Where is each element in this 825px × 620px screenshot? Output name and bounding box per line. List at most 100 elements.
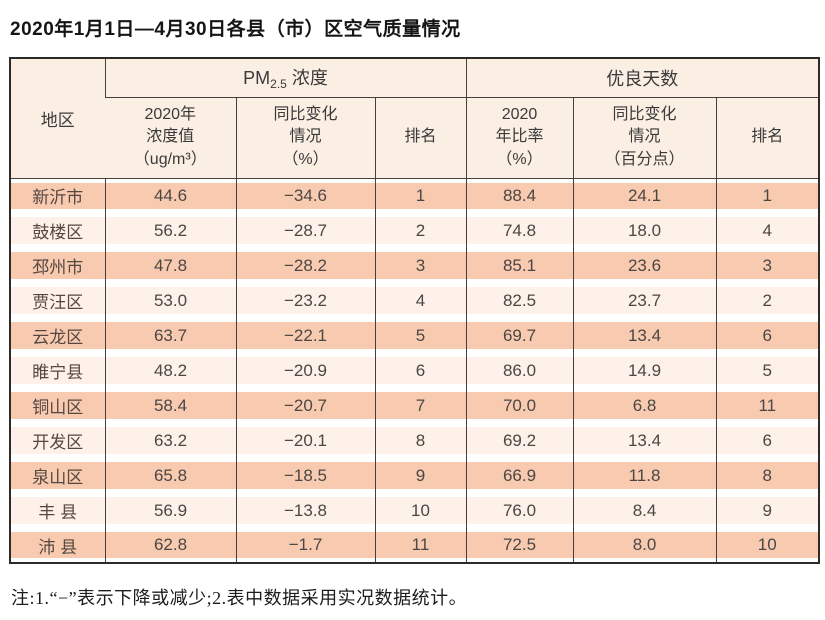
days-rank-cell: 3 [715, 248, 820, 283]
region-cell: 睢宁县 [10, 353, 105, 388]
table-row: 铜山区 58.4 −20.7 7 70.0 6.8 11 [10, 388, 820, 423]
pm-value-cell: 44.6 [104, 178, 236, 213]
pm-change-cell: −34.6 [235, 178, 375, 213]
days-rank-cell: 10 [715, 528, 820, 563]
days-ratio-cell: 86.0 [465, 353, 574, 388]
pm-value-cell: 58.4 [104, 388, 236, 423]
region-cell: 开发区 [10, 423, 105, 458]
days-change-cell: 23.7 [572, 283, 717, 318]
pm-change-cell: −28.7 [235, 213, 375, 248]
days-ratio-cell: 76.0 [465, 493, 574, 528]
pm-value-cell: 48.2 [104, 353, 236, 388]
pm-rank-cell: 3 [374, 248, 467, 283]
days-rank-cell: 2 [715, 283, 820, 318]
table-row: 云龙区 63.7 −22.1 5 69.7 13.4 6 [10, 318, 820, 353]
days-change-cell: 6.8 [572, 388, 717, 423]
footnote: 注:1.“−”表示下降或减少;2.表中数据采用实况数据统计。 [11, 588, 468, 608]
pm-rank-cell: 2 [374, 213, 467, 248]
region-cell: 丰 县 [10, 493, 105, 528]
region-cell: 铜山区 [10, 388, 105, 423]
pm-rank-cell: 4 [374, 283, 467, 318]
col-header-days-rank: 排名 [715, 97, 820, 179]
col-header-days-change: 同比变化 情况 （百分点） [572, 97, 717, 179]
pm-rank-cell: 7 [374, 388, 467, 423]
pm-value-cell: 62.8 [104, 528, 236, 563]
pm-value-cell: 63.7 [104, 318, 236, 353]
pm-rank-cell: 5 [374, 318, 467, 353]
table-row: 丰 县 56.9 −13.8 10 76.0 8.4 9 [10, 493, 820, 528]
group-header-pm25: PM2.5 浓度 [104, 58, 467, 98]
table-row: 沛 县 62.8 −1.7 11 72.5 8.0 10 [10, 528, 820, 563]
group-header-good-days: 优良天数 [465, 58, 820, 98]
region-cell: 泉山区 [10, 458, 105, 493]
pm-rank-cell: 1 [374, 178, 467, 213]
days-rank-cell: 5 [715, 353, 820, 388]
days-rank-cell: 9 [715, 493, 820, 528]
days-change-cell: 13.4 [572, 423, 717, 458]
table-row: 新沂市 44.6 −34.6 1 88.4 24.1 1 [10, 178, 820, 213]
table-row: 睢宁县 48.2 −20.9 6 86.0 14.9 5 [10, 353, 820, 388]
days-change-cell: 11.8 [572, 458, 717, 493]
days-change-cell: 14.9 [572, 353, 717, 388]
days-rank-cell: 8 [715, 458, 820, 493]
days-rank-cell: 6 [715, 423, 820, 458]
page-title: 2020年1月1日—4月30日各县（市）区空气质量情况 [10, 19, 461, 40]
table-row: 贾汪区 53.0 −23.2 4 82.5 23.7 2 [10, 283, 820, 318]
days-rank-cell: 6 [715, 318, 820, 353]
days-change-cell: 13.4 [572, 318, 717, 353]
pm-change-cell: −20.1 [235, 423, 375, 458]
region-cell: 贾汪区 [10, 283, 105, 318]
group-header-row: 地区 PM2.5 浓度 优良天数 [10, 58, 820, 179]
days-ratio-cell: 74.8 [465, 213, 574, 248]
pm-rank-cell: 11 [374, 528, 467, 563]
days-change-cell: 18.0 [572, 213, 717, 248]
pm-change-cell: −28.2 [235, 248, 375, 283]
col-header-days-ratio: 2020 年比率 （%） [465, 97, 574, 179]
days-change-cell: 23.6 [572, 248, 717, 283]
col-header-region: 地区 [10, 58, 105, 179]
days-rank-cell: 4 [715, 213, 820, 248]
pm-change-cell: −23.2 [235, 283, 375, 318]
days-ratio-cell: 82.5 [465, 283, 574, 318]
days-ratio-cell: 85.1 [465, 248, 574, 283]
table-body: 新沂市 44.6 −34.6 1 88.4 24.1 1 鼓楼区 56.2 −2… [10, 178, 820, 563]
pm-value-cell: 53.0 [104, 283, 236, 318]
pm25-label-prefix: PM [243, 68, 271, 89]
days-ratio-cell: 69.2 [465, 423, 574, 458]
pm-change-cell: −18.5 [235, 458, 375, 493]
pm-rank-cell: 10 [374, 493, 467, 528]
table-header: 地区 PM2.5 浓度 优良天数 2020年 浓度值 （ug/m³） 同比变化 … [10, 58, 820, 179]
days-ratio-cell: 69.7 [465, 318, 574, 353]
region-cell: 邳州市 [10, 248, 105, 283]
days-ratio-cell: 88.4 [465, 178, 574, 213]
days-change-cell: 8.4 [572, 493, 717, 528]
air-quality-table: 地区 PM2.5 浓度 优良天数 2020年 浓度值 （ug/m³） 同比变化 … [9, 57, 821, 564]
pm-value-cell: 56.2 [104, 213, 236, 248]
pm-change-cell: −22.1 [235, 318, 375, 353]
col-header-pm-change: 同比变化 情况 （%） [235, 97, 375, 179]
region-cell: 云龙区 [10, 318, 105, 353]
col-header-pm-rank: 排名 [374, 97, 467, 179]
days-rank-cell: 1 [715, 178, 820, 213]
days-change-cell: 8.0 [572, 528, 717, 563]
pm-rank-cell: 9 [374, 458, 467, 493]
table-row: 开发区 63.2 −20.1 8 69.2 13.4 6 [10, 423, 820, 458]
pm-rank-cell: 6 [374, 353, 467, 388]
table-row: 泉山区 65.8 −18.5 9 66.9 11.8 8 [10, 458, 820, 493]
pm-change-cell: −13.8 [235, 493, 375, 528]
days-ratio-cell: 72.5 [465, 528, 574, 563]
sub-header-row: 2020年 浓度值 （ug/m³） 同比变化 情况 （%） 排名 2020 年比… [10, 97, 820, 179]
region-cell: 鼓楼区 [10, 213, 105, 248]
pm-rank-cell: 8 [374, 423, 467, 458]
pm-value-cell: 47.8 [104, 248, 236, 283]
days-ratio-cell: 70.0 [465, 388, 574, 423]
pm-value-cell: 63.2 [104, 423, 236, 458]
table-row: 邳州市 47.8 −28.2 3 85.1 23.6 3 [10, 248, 820, 283]
col-header-pm-value: 2020年 浓度值 （ug/m³） [105, 97, 236, 179]
days-rank-cell: 11 [715, 388, 820, 423]
pm-change-cell: −1.7 [235, 528, 375, 563]
pm-change-cell: −20.9 [235, 353, 375, 388]
pm-change-cell: −20.7 [235, 388, 375, 423]
pm25-label-suffix: 浓度 [286, 68, 328, 89]
